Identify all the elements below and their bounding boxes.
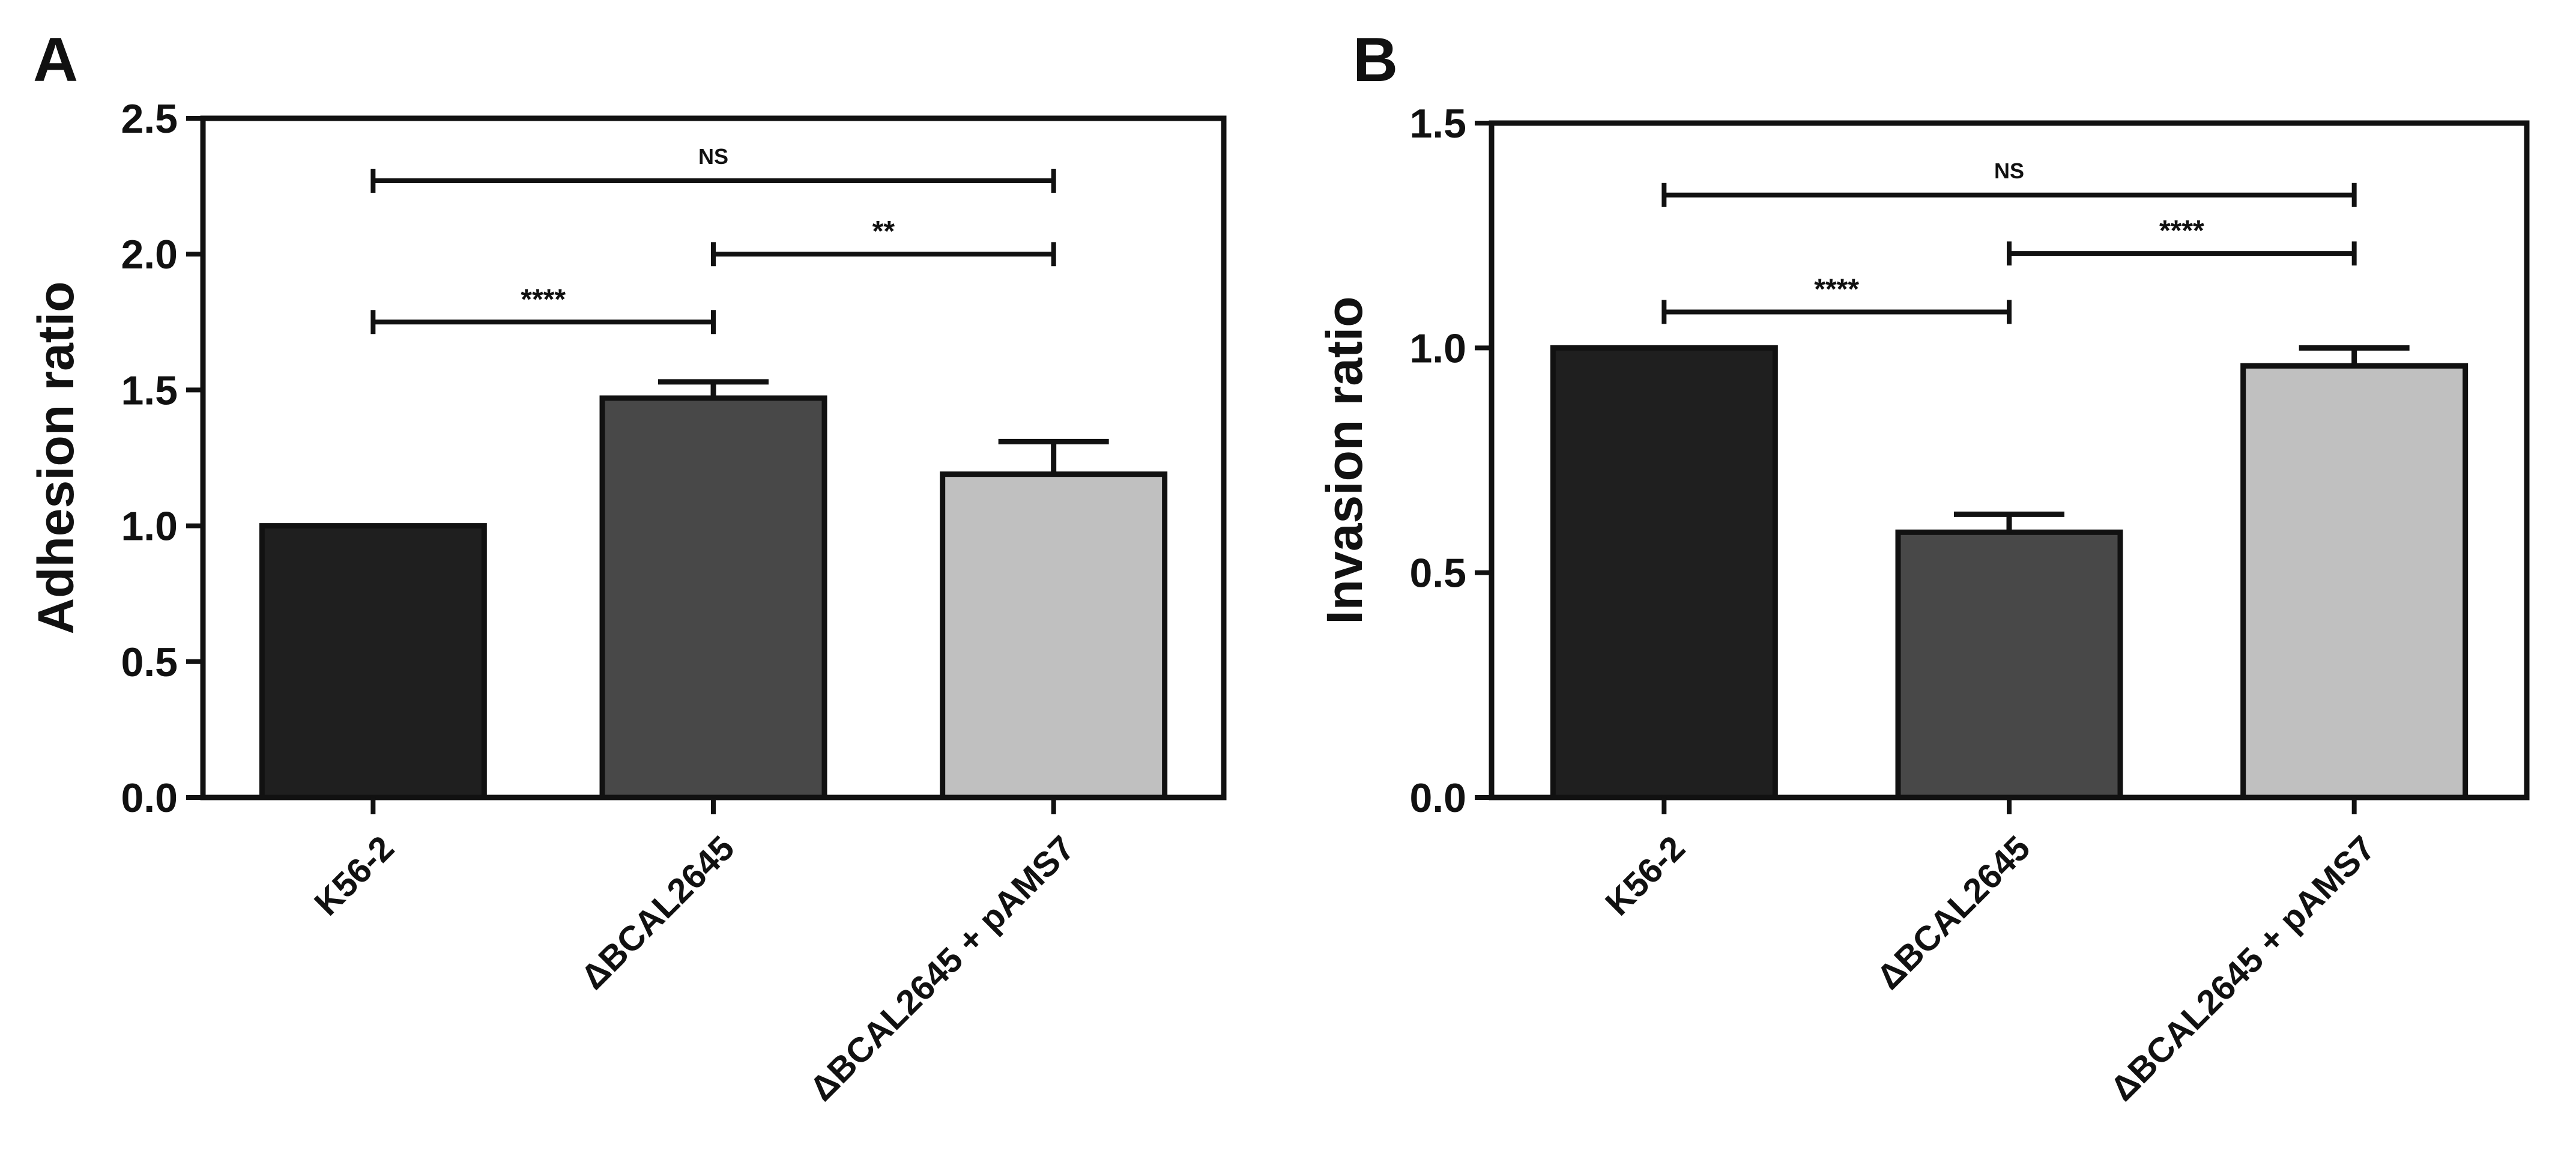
bar-3 [2240,363,2469,800]
error-bar-3 [998,438,1109,474]
error-bar-2 [1954,511,2064,533]
x-category-label: ΔBCAL2645 + pAMS7 [802,829,1082,1109]
significance-bracket: **** [1661,273,2012,324]
panel-a-adhesion: A Adhesion ratio 0.0 0.5 1.0 1.5 2.0 2.5 K56-2 ΔB… [28,25,1227,1109]
y-axis-title: Adhesion ratio [28,281,84,634]
x-category-label: ΔBCAL2645 [1869,829,2038,997]
y-tick-label: 2.0 [121,232,178,277]
x-category-label: K56-2 [1598,829,1693,924]
significance-label: NS [1994,159,2024,183]
panel-label: B [1353,25,1398,95]
y-tick-label: 0.0 [1409,775,1466,821]
y-axis-title: Invasion ratio [1316,296,1373,624]
y-tick-label: 1.0 [121,504,178,549]
y-tick-label: 1.0 [1409,325,1466,371]
y-tick-label: 1.5 [1409,101,1466,147]
significance-label: **** [521,283,566,315]
significance-bracket: **** [2007,215,2357,266]
significance-label: NS [698,144,728,169]
significance-label: **** [1814,273,1859,305]
y-tick-label: 0.5 [121,640,178,685]
x-category-label: ΔBCAL2645 + pAMS7 [2103,829,2383,1109]
y-tick-label: 0.0 [121,775,178,821]
bar-2 [1895,529,2123,800]
bar-1 [1550,345,1778,800]
bar-2 [599,395,827,800]
bar-3 [940,471,1168,800]
y-tick-label: 2.5 [121,96,178,142]
significance-label: **** [2159,215,2204,247]
x-category-label: ΔBCAL2645 [573,829,742,997]
panel-label: A [33,25,78,95]
bar-1 [259,523,487,800]
y-tick-label: 1.5 [121,368,178,413]
error-bar-2 [658,379,769,398]
significance-bracket: NS [1661,159,2357,207]
error-bar-3 [2299,345,2410,366]
y-tick-label: 0.5 [1409,551,1466,596]
significance-bracket: NS [370,144,1056,193]
significance-bracket: **** [370,283,716,334]
panel-b-invasion: B Invasion ratio 0.0 0.5 1.0 1.5 K56-2 ΔBCAL264… [1316,25,2530,1109]
significance-label: ** [872,216,895,247]
significance-bracket: ** [711,216,1056,267]
x-category-label: K56-2 [307,829,402,924]
